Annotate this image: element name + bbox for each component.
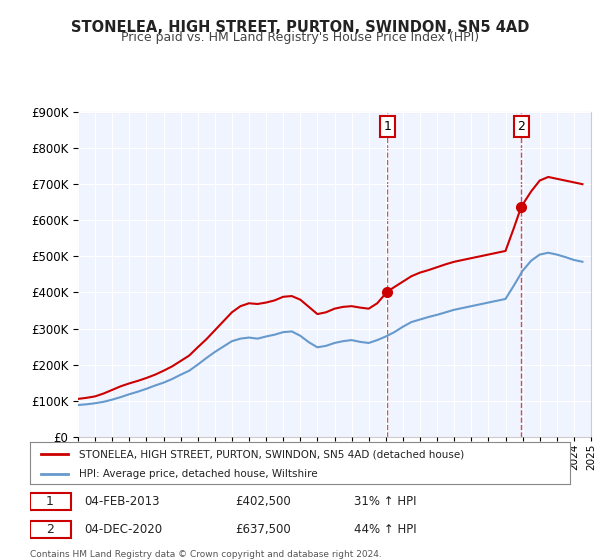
Text: HPI: Average price, detached house, Wiltshire: HPI: Average price, detached house, Wilt… [79, 469, 317, 479]
Text: 1: 1 [383, 120, 391, 133]
Text: 44% ↑ HPI: 44% ↑ HPI [354, 523, 416, 536]
Text: £402,500: £402,500 [235, 495, 291, 508]
Text: 04-DEC-2020: 04-DEC-2020 [84, 523, 162, 536]
Text: 1: 1 [46, 495, 54, 508]
Text: Price paid vs. HM Land Registry's House Price Index (HPI): Price paid vs. HM Land Registry's House … [121, 31, 479, 44]
FancyBboxPatch shape [30, 493, 71, 510]
Text: STONELEA, HIGH STREET, PURTON, SWINDON, SN5 4AD (detached house): STONELEA, HIGH STREET, PURTON, SWINDON, … [79, 449, 464, 459]
Text: STONELEA, HIGH STREET, PURTON, SWINDON, SN5 4AD: STONELEA, HIGH STREET, PURTON, SWINDON, … [71, 20, 529, 35]
Text: 04-FEB-2013: 04-FEB-2013 [84, 495, 160, 508]
Text: £637,500: £637,500 [235, 523, 291, 536]
Text: 2: 2 [517, 120, 525, 133]
Text: Contains HM Land Registry data © Crown copyright and database right 2024.
This d: Contains HM Land Registry data © Crown c… [30, 550, 382, 560]
Text: 31% ↑ HPI: 31% ↑ HPI [354, 495, 416, 508]
FancyBboxPatch shape [30, 521, 71, 538]
Text: 2: 2 [46, 523, 54, 536]
